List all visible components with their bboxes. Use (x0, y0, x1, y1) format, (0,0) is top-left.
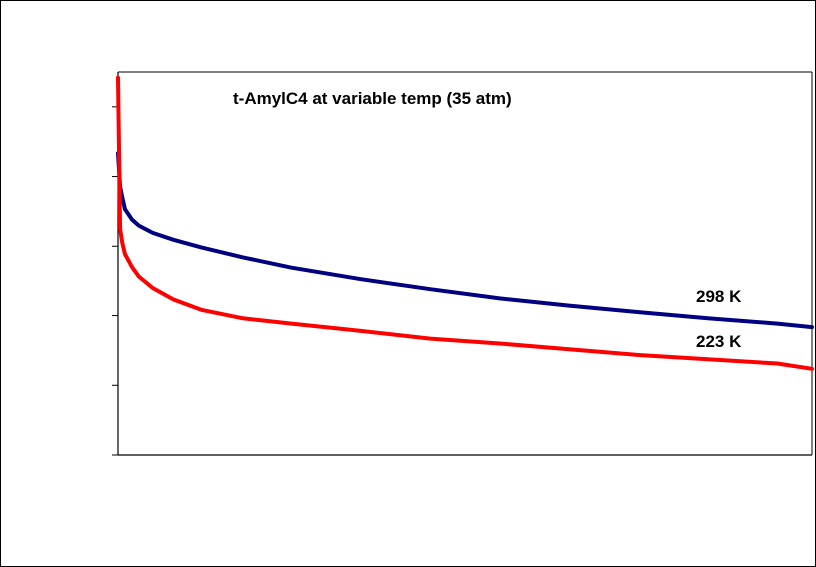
series-layer (116, 75, 814, 371)
series-label-298k: 298 K (696, 287, 742, 306)
series-line-223k (116, 75, 814, 371)
y-axis-ticks (112, 106, 118, 456)
series-label-223k: 223 K (696, 332, 742, 351)
series-line-298k (116, 151, 814, 330)
chart-title: t-AmylC4 at variable temp (35 atm) (233, 89, 512, 108)
